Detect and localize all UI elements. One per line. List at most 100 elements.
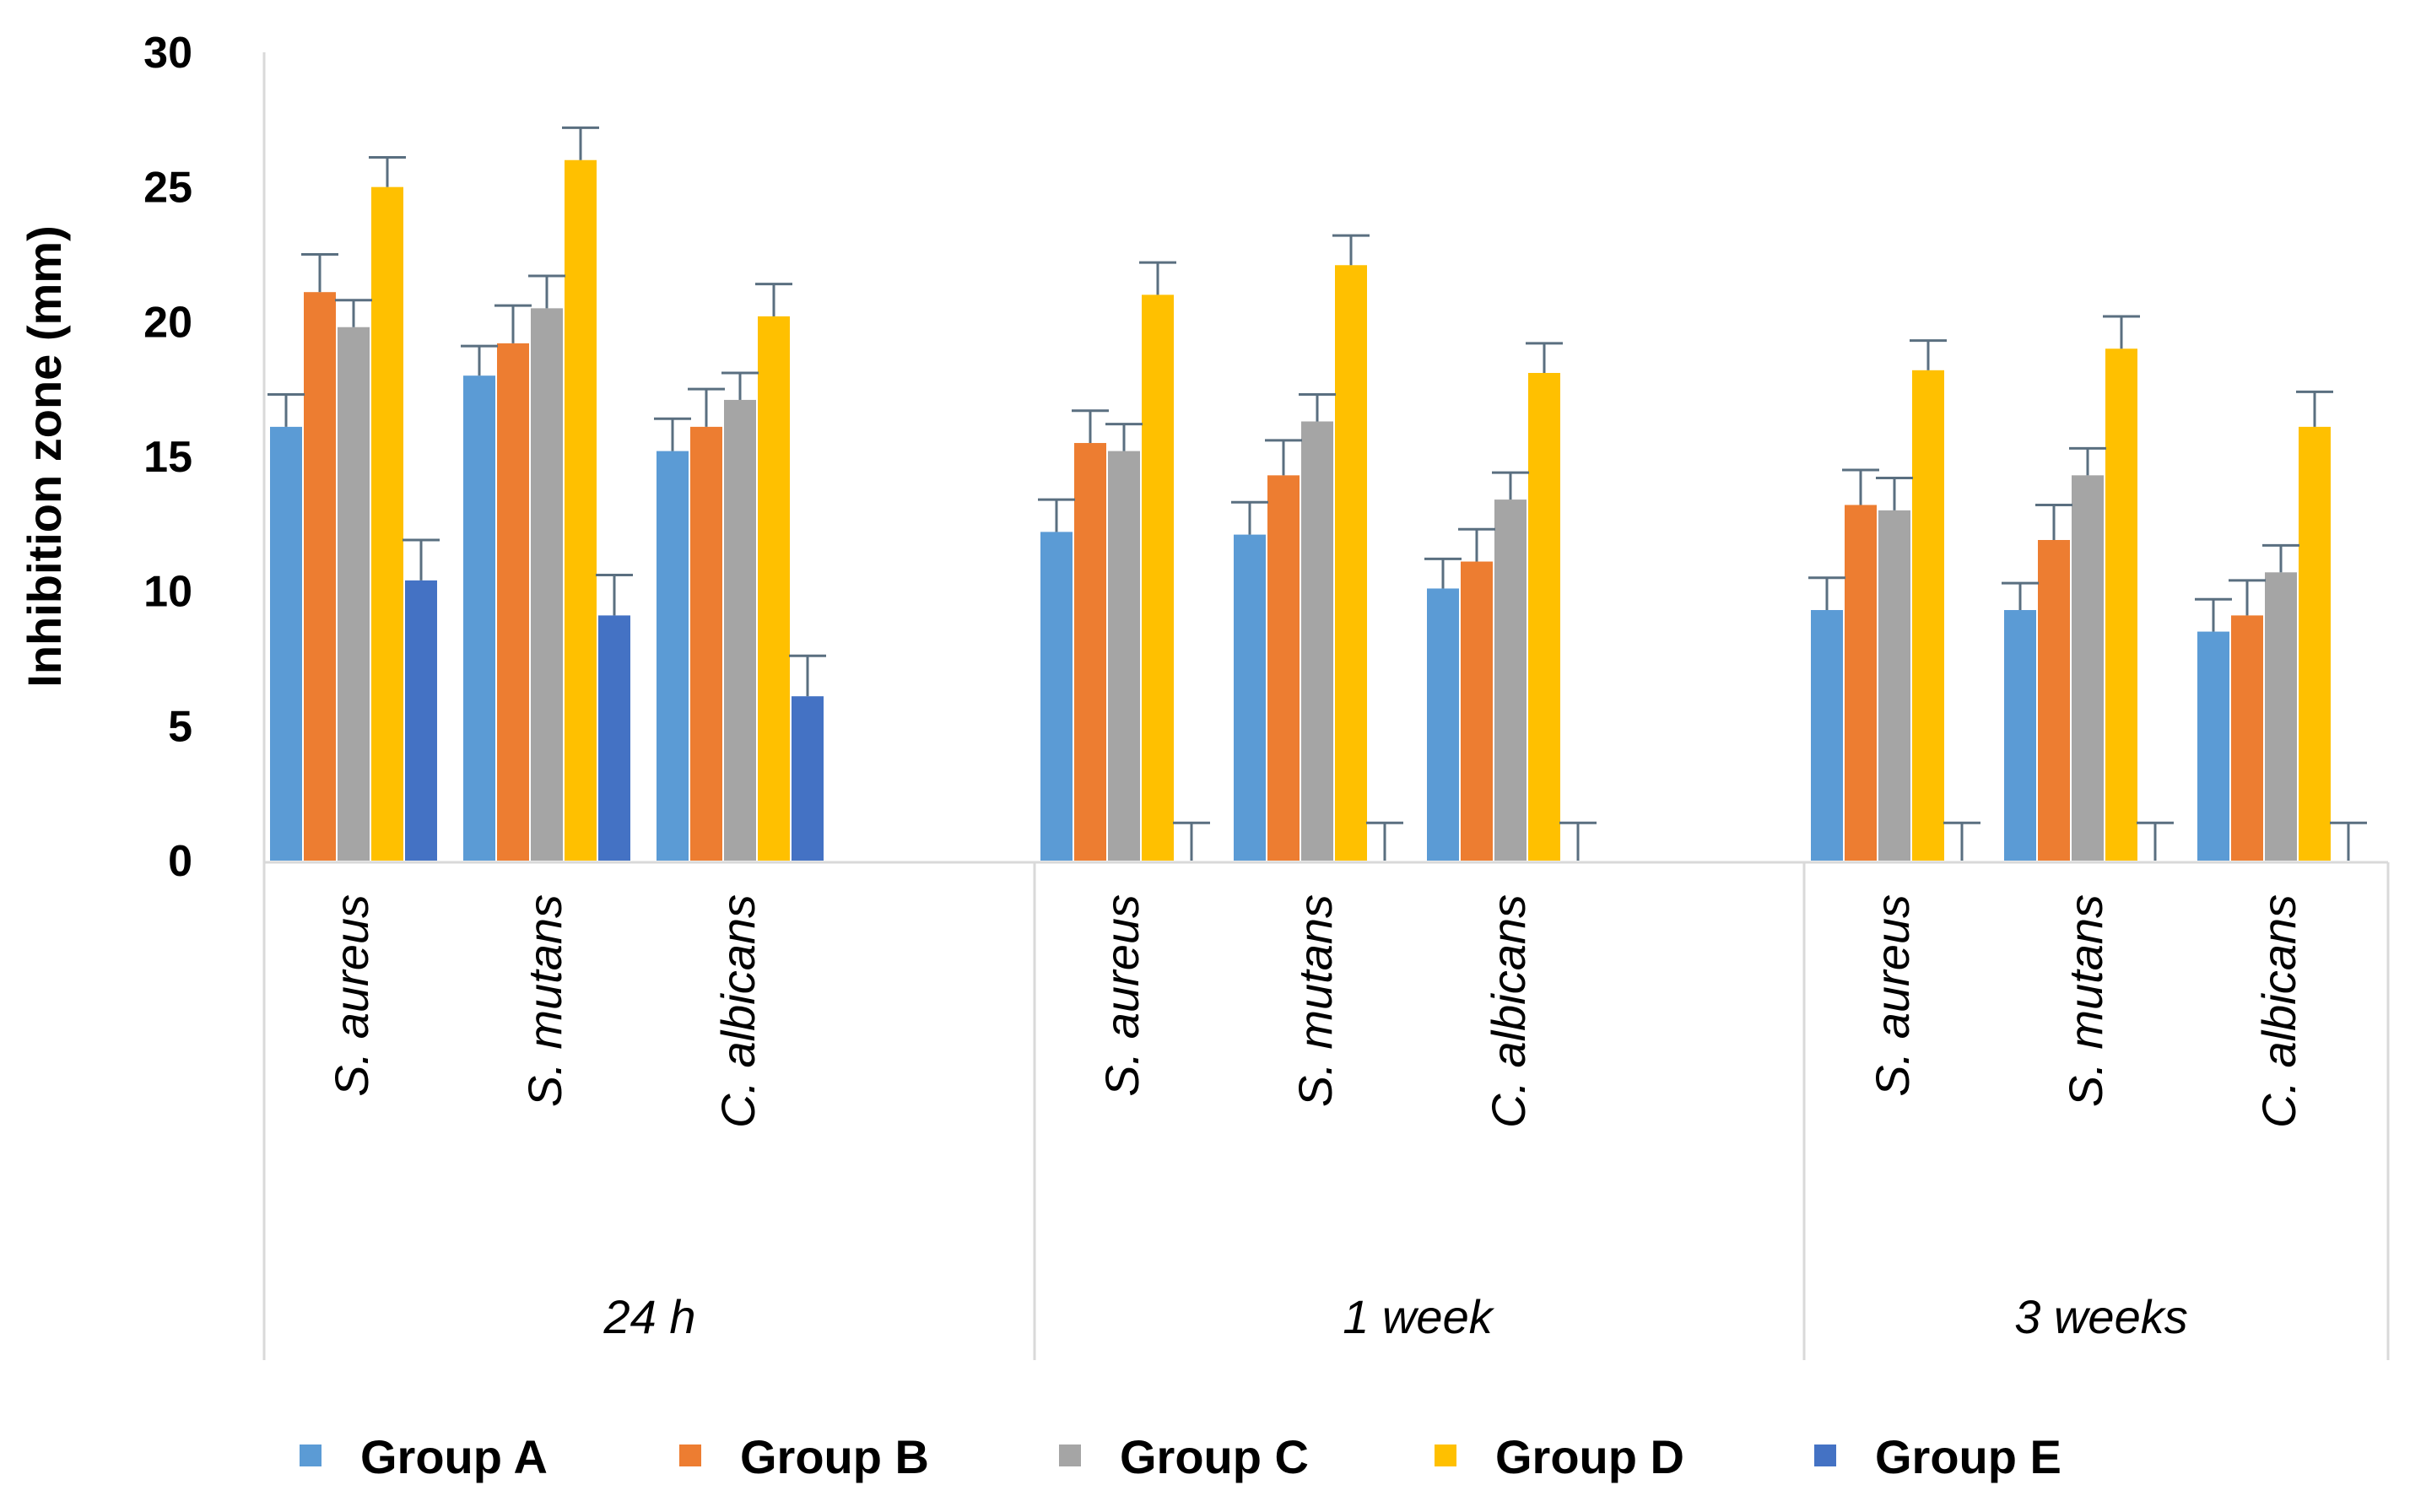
category-label-6: S. aureus	[1866, 894, 1919, 1097]
bar-group-a-1	[463, 375, 495, 861]
category-label-4: S. mutans	[1289, 894, 1342, 1107]
y-tick-label-1: 5	[168, 702, 192, 751]
error-bar-group-a-2	[654, 417, 691, 451]
error-bar-group-d-6	[1910, 339, 1947, 370]
error-bar-group-b-1	[494, 304, 532, 343]
bar-group-b-3	[1074, 443, 1106, 861]
error-bar-group-b-6	[1842, 468, 1879, 505]
y-tick-label-2: 10	[143, 568, 192, 617]
bar-group-d-5	[1528, 373, 1560, 861]
bar-group-b-5	[1461, 561, 1493, 861]
category-label-3: S. aureus	[1095, 894, 1148, 1097]
bar-group-d-6	[1912, 370, 1944, 861]
error-bar-group-a-5	[1424, 557, 1462, 589]
error-bar-group-a-3	[1038, 498, 1075, 532]
bar-group-c-3	[1108, 451, 1140, 861]
error-bar-group-e-4	[1366, 821, 1403, 861]
legend-label: Group D	[1495, 1430, 1684, 1483]
legend: Group A Group B Group C Group D Group E	[300, 1430, 2061, 1483]
bar-group-a-7	[2004, 610, 2036, 861]
error-bar-group-d-3	[1139, 261, 1176, 295]
bar-group-a-2	[657, 451, 689, 861]
error-bar-group-c-0	[335, 299, 372, 327]
category-label-1: S. mutans	[518, 894, 571, 1107]
legend-swatch	[1435, 1444, 1456, 1466]
bar-group-e-1	[598, 615, 630, 861]
group-labels: 24 h 1 week 3 weeks	[603, 1290, 2188, 1343]
error-bar-group-e-3	[1173, 821, 1210, 861]
error-bar-group-d-5	[1526, 342, 1563, 374]
bar-group-d-2	[758, 316, 790, 861]
error-bar-group-c-3	[1105, 423, 1143, 451]
bar-group-e-0	[405, 580, 437, 861]
error-bar-group-e-7	[2137, 821, 2174, 861]
bar-group-a-8	[2197, 631, 2229, 861]
error-bar-group-e-1	[596, 574, 633, 616]
bars	[270, 159, 2331, 861]
error-bar-group-d-2	[755, 283, 792, 316]
category-label-7: S. mutans	[2059, 894, 2112, 1107]
error-bar-group-b-7	[2035, 503, 2072, 540]
y-tick-label-3: 15	[143, 433, 192, 482]
error-bar-group-e-0	[403, 538, 440, 580]
error-bar-group-d-7	[2103, 315, 2140, 349]
error-bar-group-a-0	[267, 393, 305, 427]
error-bar-group-c-4	[1299, 393, 1336, 422]
error-bar-group-e-8	[2330, 821, 2367, 861]
legend-label: Group E	[1875, 1430, 2061, 1483]
error-bar-group-d-0	[369, 156, 406, 187]
error-bar-group-c-6	[1876, 477, 1913, 510]
legend-item-group-b: Group B	[679, 1430, 929, 1483]
bar-group-b-4	[1267, 475, 1300, 861]
group-label-1: 1 week	[1343, 1290, 1494, 1343]
legend-swatch	[300, 1444, 322, 1466]
error-bar-group-d-8	[2296, 390, 2333, 427]
legend-swatch	[1059, 1444, 1081, 1466]
bar-group-c-4	[1301, 421, 1333, 861]
bar-group-d-1	[565, 159, 597, 861]
legend-label: Group B	[740, 1430, 929, 1483]
legend-item-group-d: Group D	[1435, 1430, 1684, 1483]
error-bar-group-b-0	[301, 253, 338, 293]
legend-item-group-c: Group C	[1059, 1430, 1309, 1483]
category-label-8: C. albicans	[2252, 894, 2305, 1128]
bar-group-d-3	[1142, 294, 1174, 861]
error-bar-group-e-6	[1943, 821, 1980, 861]
error-bar-group-c-8	[2262, 543, 2299, 573]
bar-group-b-0	[304, 292, 336, 861]
error-bar-group-d-1	[562, 126, 599, 160]
error-bar-group-c-1	[528, 274, 565, 309]
error-bar-group-a-6	[1808, 576, 1845, 611]
error-bar-group-c-2	[721, 371, 759, 400]
bar-group-d-0	[371, 186, 403, 861]
bar-group-d-7	[2105, 348, 2137, 861]
bar-group-a-6	[1811, 610, 1843, 861]
y-axis-label: Inhibition zone (mm)	[18, 225, 71, 687]
bar-group-d-8	[2299, 426, 2331, 861]
group-label-2: 3 weeks	[2014, 1290, 2187, 1343]
error-bar-group-d-4	[1332, 234, 1370, 266]
y-tick-label-5: 25	[143, 164, 192, 213]
bar-group-c-7	[2072, 475, 2104, 861]
bar-group-b-7	[2038, 539, 2070, 861]
category-labels: S. aureus S. mutans C. albicans S. aureus S.…	[325, 894, 2305, 1128]
error-bar-group-a-7	[2002, 581, 2039, 611]
bar-group-b-1	[497, 343, 529, 861]
legend-label: Group C	[1120, 1430, 1309, 1483]
error-bar-group-b-5	[1458, 527, 1495, 562]
bar-group-a-5	[1427, 588, 1459, 861]
error-bar-group-b-8	[2229, 579, 2266, 616]
error-bar-group-c-5	[1492, 471, 1529, 500]
y-tick-label-0: 0	[168, 837, 192, 886]
category-label-0: S. aureus	[325, 894, 378, 1097]
error-bar-group-e-2	[789, 654, 826, 697]
error-bar-group-b-4	[1265, 439, 1302, 476]
bar-group-d-4	[1335, 265, 1367, 861]
error-bar-group-a-8	[2195, 597, 2232, 632]
bar-group-b-6	[1845, 505, 1877, 861]
bar-group-c-2	[724, 399, 756, 861]
category-label-5: C. albicans	[1482, 894, 1535, 1128]
bar-group-e-2	[792, 696, 824, 861]
error-bars	[267, 126, 2367, 861]
error-bar-group-b-3	[1072, 409, 1109, 444]
